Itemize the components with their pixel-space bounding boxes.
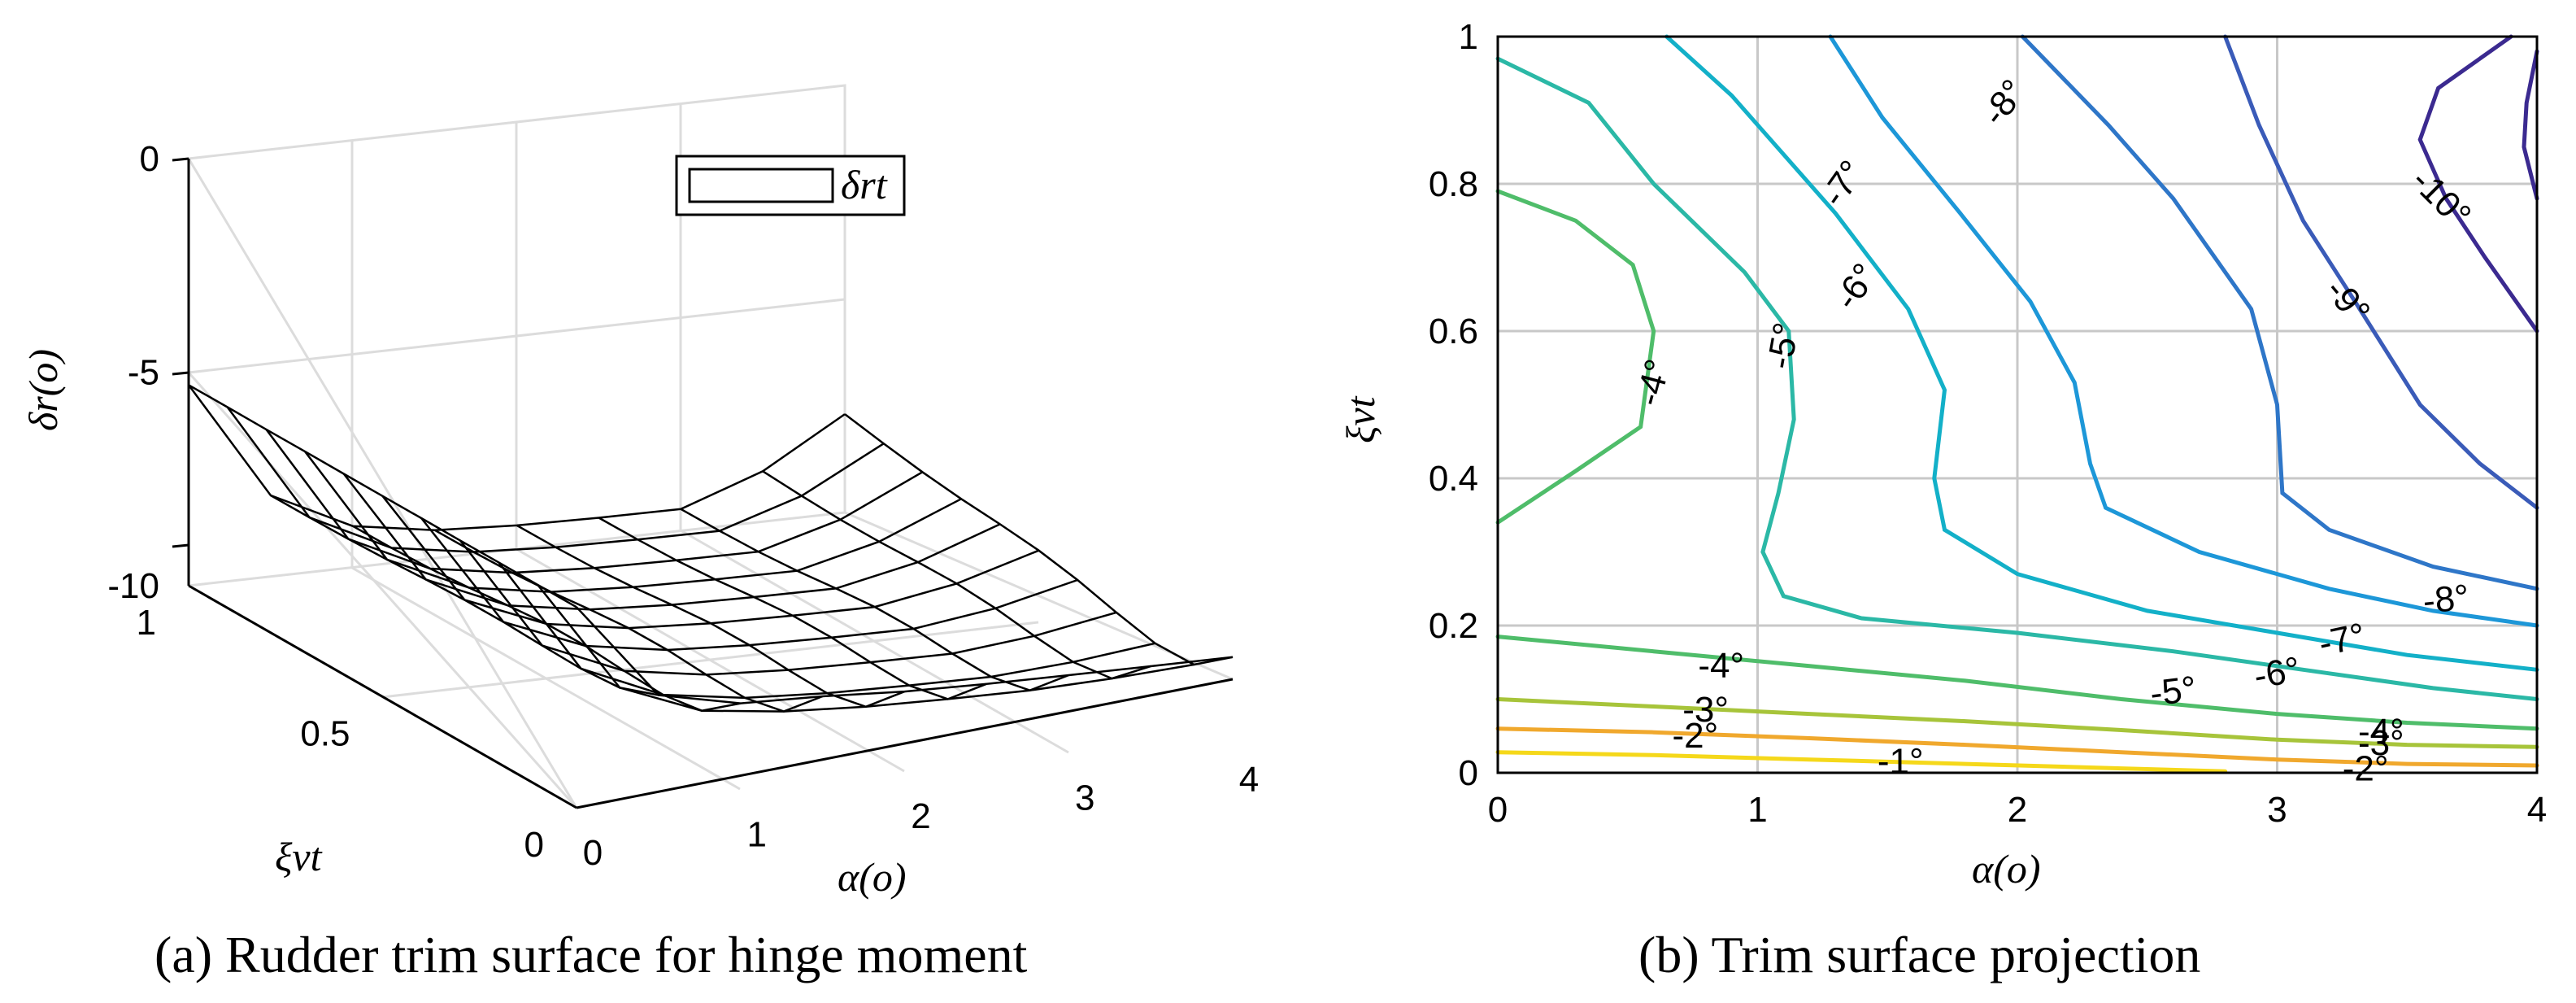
trim-surface-mesh (187, 384, 1234, 713)
contour-y-tick-label: 0.6 (1429, 312, 1478, 351)
x-tick-label-3d: 1 (747, 815, 767, 855)
contour-label: -8° (2421, 577, 2471, 621)
surface-line-alpha (433, 529, 824, 713)
legend-swatch (688, 168, 834, 203)
caption-b: (b) Trim surface projection (1638, 926, 2200, 983)
contour-label: -2° (2343, 748, 2389, 788)
contour-label: -5° (2148, 669, 2199, 714)
surface-line-alpha (270, 494, 659, 696)
contour-line (1664, 34, 2539, 672)
contour-x-tick-label: 1 (1747, 790, 1767, 830)
contour-y-tick-label: 0.8 (1429, 164, 1478, 204)
surface-line-alpha (598, 517, 987, 700)
contour-label: -1° (1878, 741, 1924, 781)
contour-tick-labels: 0 1 2 3 4 0 0.2 0.4 0.6 0.8 1 (1429, 17, 2547, 830)
surface-grid-lines (187, 84, 1234, 809)
contour-label: -2° (1672, 716, 1718, 756)
surface-line-alpha (188, 384, 577, 608)
x-axis-title-3d: α(o) (838, 854, 907, 900)
contour-line (2223, 34, 2539, 510)
contour-label: -4° (2358, 712, 2404, 752)
z-axis-title: δr(o) (20, 349, 66, 431)
contour-line (1495, 56, 2539, 701)
x-tick-label-3d: 3 (1075, 778, 1094, 818)
contour-line (2417, 34, 2539, 334)
panel-a-surface-plot: 0 -5 -10 0 0.5 1 0 1 2 3 4 δrt δr(o) ξvt α(o) (a) … (20, 84, 1259, 983)
surface-tick-labels: 0 -5 -10 0 0.5 1 0 1 2 3 4 (107, 139, 1259, 873)
z-tick-label: -10 (107, 566, 159, 606)
panel-b-contour-plot: -8°-7°-6°-5°-4°-10°-9°-8°-7°-6°-5°-4°-3°… (1338, 17, 2547, 983)
contour-label: -3° (1682, 690, 1729, 730)
y-axis-title-3d: ξvt (275, 834, 323, 879)
contour-y-axis-title: ξvt (1338, 395, 1383, 443)
contour-lines (1495, 34, 2539, 774)
z-axis-label: δr(o) (20, 349, 66, 431)
z-tick-label: -5 (128, 353, 159, 393)
contour-x-tick-label: 4 (2527, 790, 2547, 830)
contour-label: -3° (2358, 723, 2404, 763)
caption-a: (a) Rudder trim surface for hinge moment (154, 926, 1028, 983)
contour-y-tick-label: 1 (1459, 17, 1478, 57)
surface-line-alpha (762, 470, 1151, 680)
contour-line (1495, 635, 2539, 731)
contour-x-axis-title: α(o) (1972, 846, 2041, 892)
surface-line-alpha (352, 525, 742, 712)
y-tick-label-3d: 0 (524, 825, 544, 865)
contour-axes-box (1496, 35, 2539, 774)
surface-line-alpha (680, 508, 1069, 692)
contour-line (2020, 34, 2539, 591)
surface-legend: δrt (675, 155, 906, 216)
contour-x-tick-label: 3 (2267, 790, 2287, 830)
contour-line (1495, 697, 2539, 749)
y-tick-label-3d: 0.5 (300, 714, 350, 754)
contour-line (1495, 726, 2539, 768)
contour-line (1495, 189, 1656, 525)
y-tick-label-3d: 1 (137, 603, 156, 643)
contour-label: -5° (1760, 320, 1807, 372)
contour-y-axis-label: ξvt (1338, 395, 1383, 443)
contour-label: -4° (1698, 646, 1744, 686)
contour-x-tick-label: 2 (2008, 790, 2027, 830)
contour-line (2522, 49, 2539, 201)
x-tick-label-3d: 2 (911, 796, 930, 836)
legend-label-surface: δrt (841, 162, 888, 207)
surface-line-alpha (516, 524, 905, 709)
contour-x-tick-label: 0 (1488, 790, 1508, 830)
contour-line (1495, 750, 2228, 774)
contour-line (1828, 34, 2539, 628)
contour-label: -7° (2315, 616, 2369, 665)
contour-label: -6° (2251, 649, 2303, 696)
surface-line-alpha (844, 413, 1234, 666)
z-tick-label: 0 (140, 139, 159, 179)
contour-y-tick-label: 0.2 (1429, 606, 1478, 646)
surface-axes (172, 157, 1234, 809)
contour-y-tick-label: 0.4 (1429, 459, 1478, 499)
contour-y-tick-label: 0 (1459, 753, 1478, 793)
x-tick-label-3d: 4 (1239, 760, 1259, 800)
x-tick-label-3d: 0 (583, 833, 603, 873)
